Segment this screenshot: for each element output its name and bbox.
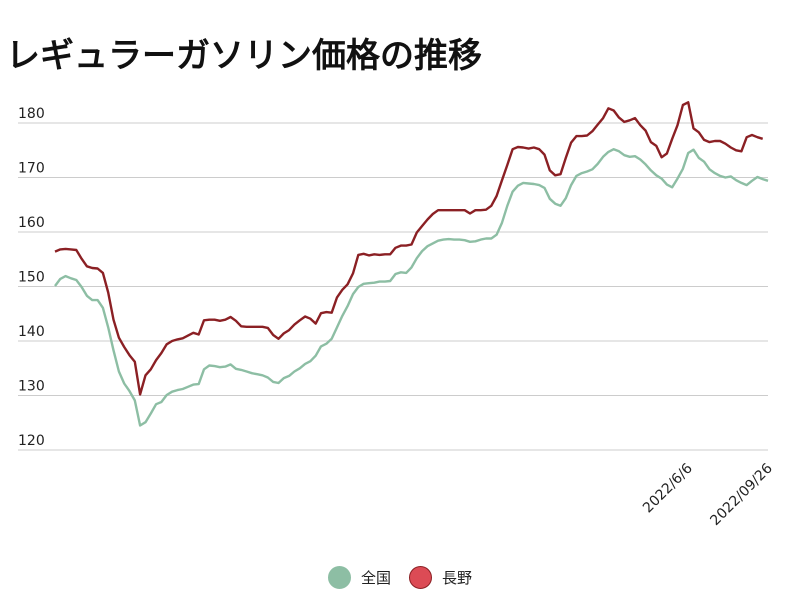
chart-title: レギュラーガソリン価格の推移 [6,36,482,76]
legend-marker-series-2 [409,565,432,589]
grid-lines [18,122,768,451]
legend-item-series-1[interactable]: 全国 [327,565,391,589]
x-axis-tick-labels: 2022/6/6 2022/09/26 [640,460,776,528]
y-tick-label: 130 [18,379,45,395]
y-tick-label: 160 [18,215,45,231]
y-tick-label: 170 [18,161,45,177]
series-line-1[interactable] [54,147,769,427]
legend-item-series-2[interactable]: 長野 [409,565,473,589]
y-tick-label: 180 [18,106,45,122]
legend-label-series-1: 全国 [360,568,391,587]
y-axis-tick-labels: 120 130 140 150 160 170 180 [18,106,45,449]
series-lines [54,101,769,427]
legend: 全国 長野 [0,562,800,592]
line-chart: 120 130 140 150 160 170 180 2022/6/6 2022/09/26 [18,101,776,529]
y-tick-label: 120 [18,433,45,449]
x-tick-label: 2022/09/26 [707,460,775,528]
legend-label-series-2: 長野 [442,568,473,587]
x-tick-label: 2022/6/6 [640,460,696,516]
series-line-2[interactable] [54,101,764,396]
y-tick-label: 140 [18,324,45,340]
y-tick-label: 150 [18,270,45,286]
legend-marker-series-1 [327,565,351,589]
